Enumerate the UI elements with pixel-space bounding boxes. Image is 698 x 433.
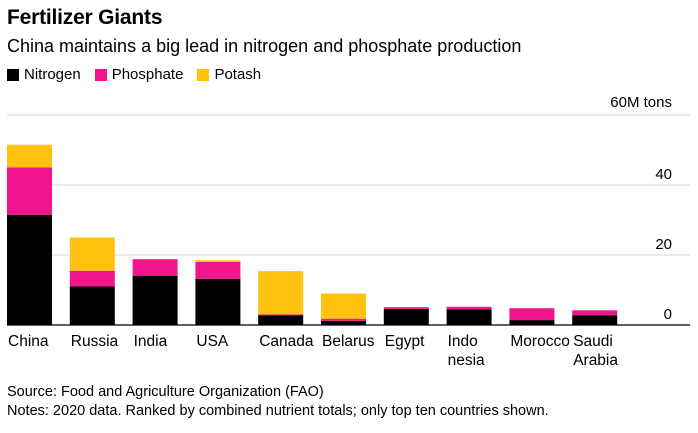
x-tick-label: India xyxy=(134,333,168,350)
legend-swatch-phosphate xyxy=(94,68,107,81)
legend-item-nitrogen: Nitrogen xyxy=(7,66,81,83)
x-tick-label-line: nesia xyxy=(448,352,485,369)
x-tick-label: Morocco xyxy=(510,333,569,350)
bar-nitrogen-india xyxy=(132,276,178,325)
x-tick-label: Russia xyxy=(71,333,119,350)
chart-title: Fertilizer Giants xyxy=(7,6,163,29)
bar-phosphate-saudi-arabia xyxy=(572,310,618,316)
bar-potash-belarus xyxy=(321,293,366,319)
bar-nitrogen-indonesia xyxy=(446,309,492,325)
x-tick-label-line: Saudi xyxy=(573,333,613,350)
x-tick-label-line: Morocco xyxy=(510,333,569,350)
bar-potash-china xyxy=(7,144,52,168)
x-tick-label-line: Egypt xyxy=(385,333,425,350)
x-tick-label-line: Indo xyxy=(448,333,478,350)
chart-subtitle: China maintains a big lead in nitrogen a… xyxy=(7,36,522,56)
notes-text: Notes: 2020 data. Ranked by combined nut… xyxy=(7,403,549,419)
bar-phosphate-egypt xyxy=(383,307,429,309)
bar-phosphate-india xyxy=(132,259,178,276)
legend-item-potash: Potash xyxy=(197,66,261,83)
legend-label-nitrogen: Nitrogen xyxy=(24,66,81,83)
bar-nitrogen-canada xyxy=(258,315,304,325)
x-tick-label: Indo nesia xyxy=(448,333,485,369)
x-tick-label-line: USA xyxy=(196,333,229,350)
bar-nitrogen-egypt xyxy=(383,308,429,325)
x-tick-label-line: Canada xyxy=(259,333,314,350)
bar-nitrogen-china xyxy=(7,214,52,325)
bar-phosphate-russia xyxy=(69,270,115,287)
bar-nitrogen-morocco xyxy=(509,320,555,325)
chart-legend: Nitrogen Phosphate Potash xyxy=(7,66,275,83)
legend-label-phosphate: Phosphate xyxy=(111,66,184,83)
x-tick-label: Saudi Arabia xyxy=(573,333,618,369)
y-axis-unit-label: 60M tons xyxy=(610,94,672,111)
x-tick-label-line: Arabia xyxy=(573,352,618,369)
bar-nitrogen-russia xyxy=(69,286,115,325)
bar-phosphate-morocco xyxy=(509,308,555,321)
x-tick-label: Egypt xyxy=(385,333,425,350)
x-tick-label-line: India xyxy=(134,333,168,350)
y-tick-label: 0 xyxy=(664,306,672,323)
y-tick-label: 20 xyxy=(655,236,672,253)
x-tick-label: USA xyxy=(196,333,229,350)
bar-nitrogen-usa xyxy=(195,278,241,325)
x-tick-label-line: Russia xyxy=(71,333,119,350)
bar-nitrogen-belarus xyxy=(321,320,366,325)
bar-potash-russia xyxy=(69,237,115,271)
legend-swatch-potash xyxy=(197,68,210,81)
bar-potash-canada xyxy=(258,271,304,315)
y-tick-label: 40 xyxy=(655,166,672,183)
bar-phosphate-canada xyxy=(258,314,304,316)
legend-item-phosphate: Phosphate xyxy=(94,66,184,83)
legend-swatch-nitrogen xyxy=(7,68,19,81)
bar-phosphate-belarus xyxy=(321,318,366,321)
bar-phosphate-usa xyxy=(195,262,241,279)
x-tick-label: Belarus xyxy=(322,333,375,350)
x-tick-label-line: Belarus xyxy=(322,333,375,350)
bar-phosphate-indonesia xyxy=(446,306,492,310)
x-tick-label: China xyxy=(8,333,49,350)
bar-phosphate-china xyxy=(7,167,52,215)
x-tick-label-line: China xyxy=(8,333,49,350)
bar-potash-usa xyxy=(195,260,241,262)
bar-nitrogen-saudi-arabia xyxy=(572,315,618,325)
x-tick-label: Canada xyxy=(259,333,314,350)
source-note: Source: Food and Agriculture Organizatio… xyxy=(7,384,324,400)
legend-label-potash: Potash xyxy=(214,66,262,83)
